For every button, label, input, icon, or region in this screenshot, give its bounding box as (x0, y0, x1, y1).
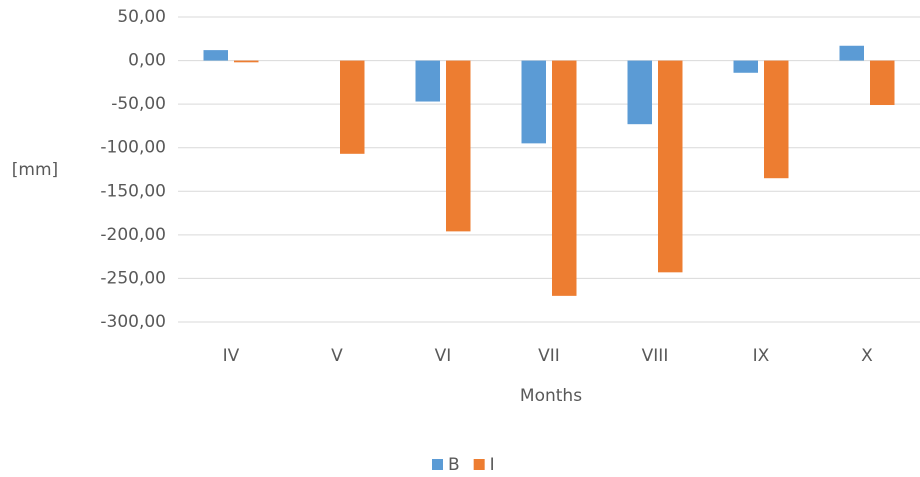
bar (658, 60, 683, 273)
legend-swatch (432, 459, 443, 470)
bar (733, 60, 758, 73)
bar (446, 60, 471, 232)
y-tick-label: 50,00 (117, 7, 166, 27)
legend-label: B (448, 455, 460, 475)
x-tick-label: IX (753, 346, 770, 366)
bar (839, 45, 864, 61)
y-tick-label: 0,00 (128, 51, 166, 71)
y-tick-label: -50,00 (111, 94, 166, 114)
x-tick-label: X (861, 346, 873, 366)
bar (521, 60, 546, 144)
x-tick-label: VI (435, 346, 452, 366)
x-axis-label: Months (520, 386, 582, 406)
y-axis-label: [mm] (12, 160, 58, 180)
bar (552, 60, 577, 296)
bar (415, 60, 440, 102)
x-tick-label: IV (223, 346, 240, 366)
y-tick-label: -200,00 (100, 225, 166, 245)
legend-label: I (490, 455, 495, 475)
bar (627, 60, 652, 125)
bar (764, 60, 789, 179)
bar (340, 60, 365, 154)
y-tick-label: -250,00 (100, 268, 166, 288)
bar (870, 60, 895, 106)
legend-swatch (473, 459, 485, 470)
y-tick-label: -300,00 (100, 312, 166, 332)
bar (234, 60, 259, 63)
x-tick-label: V (331, 346, 343, 366)
y-tick-label: -150,00 (100, 181, 166, 201)
y-tick-label: -100,00 (100, 138, 166, 158)
bar (203, 50, 228, 61)
x-tick-label: VII (538, 346, 560, 366)
x-tick-label: VIII (642, 346, 669, 366)
